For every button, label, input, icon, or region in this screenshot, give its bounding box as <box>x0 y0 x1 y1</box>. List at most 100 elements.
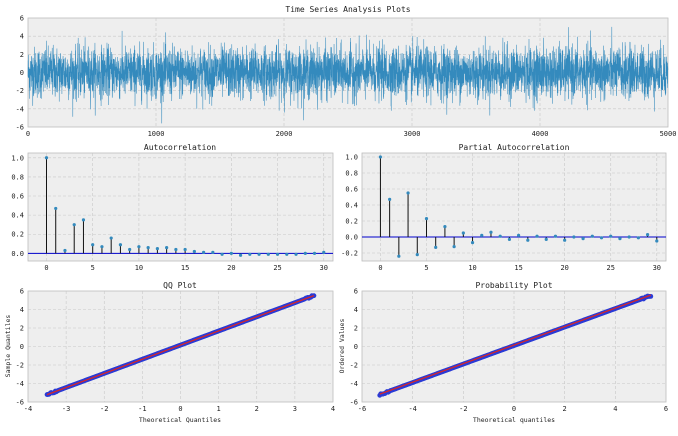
pacf-stem-marker <box>544 237 548 241</box>
timeseries-line <box>27 26 669 124</box>
ts-xtick-label: 3000 <box>404 130 421 138</box>
prob-points <box>377 293 654 398</box>
pacf-stem-marker <box>378 155 383 159</box>
pacf-stem-marker <box>489 230 493 234</box>
acf-stem-marker <box>137 245 141 249</box>
acf-stem-marker <box>63 248 67 253</box>
timeseries-panel: 0 1000 2000 3000 4000 5000 -6 -4 -2 0 2 4 6 Time Ser… <box>16 5 677 138</box>
acf-stem-marker <box>248 252 252 256</box>
pacf-ytick-label: 0.0 <box>345 234 358 242</box>
pacf-stem-marker <box>517 233 521 237</box>
ts-xtick-label: 5000 <box>660 130 677 138</box>
pacf-ticks: 0 5 10 15 20 25 30 -0.2 0.0 0.2 0.4 0.6 0.8 1.0 <box>341 154 661 273</box>
acf-stem-marker <box>146 246 150 250</box>
pacf-stem-marker <box>609 234 613 238</box>
prob-title: Probability Plot <box>475 281 552 290</box>
acf-stem-marker <box>238 253 243 257</box>
ts-ytick-label: -4 <box>16 105 24 113</box>
pacf-xtick-label: 0 <box>378 264 382 272</box>
prob-ticks: -6 -4 -2 0 2 4 6 -6 -4 -2 0 2 4 6 <box>350 288 669 414</box>
pacf-xtick-label: 10 <box>468 264 476 272</box>
ts-xtick-label: 0 <box>26 130 30 138</box>
acf-gridlines <box>28 153 333 261</box>
pacf-ytick-label: 0.8 <box>345 170 358 178</box>
acf-stem-marker <box>275 252 280 256</box>
qq-points <box>44 293 317 397</box>
prob-xtick-label: 0 <box>512 405 516 413</box>
pacf-stem-marker <box>498 234 502 238</box>
pacf-xtick-label: 20 <box>560 264 568 272</box>
acf-stem-marker <box>322 250 326 254</box>
pacf-xtick-label: 30 <box>653 264 661 272</box>
qq-ytick-label: -4 <box>16 380 24 388</box>
acf-ytick-label: 0.4 <box>11 212 24 220</box>
pacf-xtick-label: 5 <box>424 264 428 272</box>
prob-ytick-label: -2 <box>350 362 358 370</box>
ts-ytick-label: -6 <box>16 124 24 132</box>
prob-ytick-label: 0 <box>354 343 358 351</box>
ts-ytick-label: 0 <box>20 69 24 77</box>
acf-stem-marker <box>303 251 307 255</box>
prob-ytick-label: 2 <box>354 325 358 333</box>
acf-stem-marker <box>44 156 49 160</box>
acf-xtick-label: 0 <box>44 264 48 272</box>
pacf-ytick-label: 0.2 <box>345 218 358 226</box>
acf-xtick-label: 15 <box>181 264 189 272</box>
ts-ytick-label: 2 <box>20 51 24 59</box>
acf-stem-marker <box>165 246 169 250</box>
acf-stem-marker <box>220 252 224 256</box>
pacf-stem-marker <box>526 238 530 242</box>
acf-stem-marker <box>266 252 270 256</box>
pacf-title: Partial Autocorrelation <box>459 143 570 152</box>
acf-stem-marker <box>257 252 261 256</box>
acf-stem-marker <box>285 252 289 256</box>
pacf-stem-marker <box>406 191 410 195</box>
acf-ytick-label: 0.0 <box>11 250 24 258</box>
pacf-stem-marker <box>415 253 419 257</box>
pacf-stem-marker <box>470 241 475 245</box>
acf-xtick-label: 20 <box>227 264 235 272</box>
qq-xtick-label: -1 <box>138 405 146 413</box>
pacf-stem-marker <box>397 254 401 258</box>
acf-xtick-label: 25 <box>273 264 281 272</box>
pacf-xtick-label: 15 <box>514 264 522 272</box>
pacf-stem-marker <box>461 231 465 235</box>
ts-ytick-label: 4 <box>20 33 24 41</box>
qq-xtick-label: 1 <box>217 405 221 413</box>
pacf-stem-marker <box>636 236 640 240</box>
qq-xtick-label: -3 <box>62 405 70 413</box>
qq-xtick-label: -4 <box>24 405 32 413</box>
ts-ytick-label: -2 <box>16 87 24 95</box>
acf-xtick-label: 10 <box>135 264 143 272</box>
pacf-stems <box>362 155 666 258</box>
acf-stem-marker <box>100 245 104 249</box>
acf-ytick-label: 0.8 <box>11 173 24 181</box>
acf-title: Autocorrelation <box>144 143 216 152</box>
acf-stem-marker <box>109 236 113 240</box>
acf-ytick-label: 0.6 <box>11 193 24 201</box>
pacf-ytick-label: 0.6 <box>345 186 358 194</box>
acf-stem-marker <box>72 223 76 227</box>
timeseries-title: Time Series Analysis Plots <box>285 5 410 14</box>
pacf-stem-marker <box>553 234 558 238</box>
acf-stem-marker <box>229 251 233 255</box>
acf-stem-marker <box>183 247 187 252</box>
pacf-stem-marker <box>563 238 567 242</box>
pacf-stem-marker <box>452 245 456 249</box>
pacf-stem-marker <box>388 197 392 201</box>
qq-xtick-label: -2 <box>100 405 108 413</box>
qq-xtick-label: 4 <box>331 405 335 413</box>
qq-xtick-label: 2 <box>255 405 259 413</box>
prob-xtick-label: -6 <box>358 405 366 413</box>
qq-xtick-label: 3 <box>293 405 297 413</box>
acf-stem-marker <box>174 247 178 252</box>
acf-axes-bg <box>27 152 334 262</box>
ts-ytick-label: 6 <box>20 15 24 23</box>
prob-ytick-label: -6 <box>350 399 358 407</box>
acf-stem-marker <box>211 250 215 254</box>
pacf-ytick-label: 0.4 <box>345 202 358 210</box>
qq-ytick-label: 0 <box>20 343 24 351</box>
pacf-stem-marker <box>618 237 622 241</box>
pacf-stem-marker <box>645 233 650 237</box>
